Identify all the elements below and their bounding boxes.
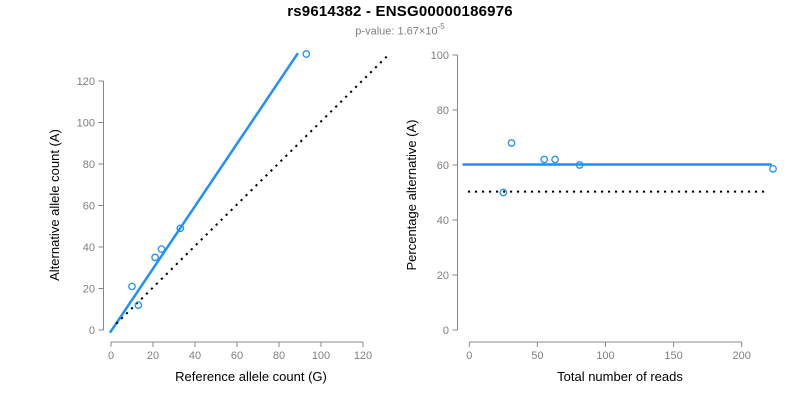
x-tick-label: 0 [466, 350, 472, 362]
y-tick-label: 40 [437, 215, 449, 227]
data-point [540, 155, 549, 164]
regression-line [108, 52, 299, 334]
y-tick-label: 100 [431, 50, 449, 62]
x-tick-label: 50 [531, 350, 543, 362]
y-tick-label: 0 [89, 325, 95, 337]
data-point [151, 253, 159, 262]
identity-line [115, 55, 388, 325]
y-tick-label: 40 [83, 242, 95, 254]
percentage-reads-scatter: 0 50 100 150 200 0 20 40 60 80 100 Total number of … [404, 50, 777, 384]
data-point [128, 282, 136, 291]
y-axis [452, 54, 458, 331]
x-tick-label: 150 [664, 350, 682, 362]
data-point [551, 155, 559, 164]
plot-title: rs9614382 - ENSG00000186976 [287, 3, 513, 20]
x-tick-label: 100 [596, 350, 614, 362]
plot-subtitle: p-value: 1.67×10-5 [0, 22, 800, 38]
data-point [176, 224, 185, 233]
y-tick-label: 0 [443, 325, 449, 337]
x-axis [468, 341, 743, 347]
x-tick-label: 200 [733, 350, 751, 362]
data-point [575, 161, 584, 169]
x-tick-label: 120 [354, 350, 372, 362]
x-tick-label: 80 [273, 350, 285, 362]
pvalue-exponent: -5 [437, 22, 445, 31]
data-point [157, 245, 166, 253]
data-point [507, 139, 516, 147]
y-tick-label: 80 [437, 105, 449, 117]
x-tick-label: 40 [189, 350, 201, 362]
data-point [134, 301, 143, 309]
data-point [302, 50, 311, 58]
x-axis [110, 341, 364, 347]
y-tick-label: 20 [437, 270, 449, 282]
x-tick-label: 20 [147, 350, 159, 362]
data-point [769, 165, 777, 173]
y-axis-title: Alternative allele count (A) [47, 129, 62, 281]
x-tick-label: 100 [312, 350, 330, 362]
x-tick-label: 60 [231, 350, 243, 362]
y-tick-label: 60 [437, 160, 449, 172]
pvalue-text: p-value: 1.67×10 [355, 25, 438, 38]
x-axis-title: Reference allele count (G) [175, 369, 327, 384]
data-point [499, 188, 508, 197]
y-axis [98, 80, 104, 331]
x-tick-label: 0 [108, 350, 114, 362]
y-tick-label: 80 [83, 159, 95, 171]
y-tick-label: 20 [83, 284, 95, 296]
x-axis-title: Total number of reads [557, 369, 683, 384]
y-tick-label: 60 [83, 201, 95, 213]
y-tick-label: 100 [77, 118, 95, 130]
allele-count-scatter: 0 20 40 60 80 100 120 0 20 40 60 80 100 120 Reference … [47, 50, 388, 384]
y-tick-label: 120 [77, 76, 95, 88]
y-axis-title: Percentage alternative (A) [404, 119, 419, 270]
